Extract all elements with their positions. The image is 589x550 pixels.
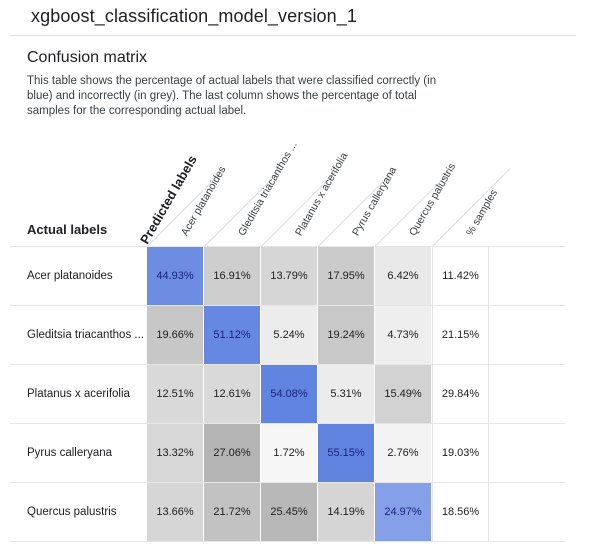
row-label: Acer platanoides [27, 270, 113, 282]
row-label: Platanus x acerifolia [27, 388, 130, 400]
matrix-cell-incorrect: 1.72% [261, 424, 318, 482]
table-row: Platanus x acerifolia 12.51% 12.61% 54.08% 5… [10, 365, 565, 424]
matrix-description: This table shows the percentage of actua… [27, 75, 437, 117]
table-row: Quercus palustris 13.66% 21.72% 25.45% 14.19… [10, 483, 565, 542]
predicted-labels-text: Predicted labels [137, 152, 200, 247]
samples-percent-cell: 19.03% [432, 424, 489, 482]
matrix-cell-incorrect: 17.95% [318, 247, 375, 305]
column-header-label: % samples [464, 187, 501, 238]
matrix-cell-incorrect: 12.51% [147, 365, 204, 423]
confusion-matrix-table: Acer platanoides 44.93% 16.91% 13.79% 17.95%… [10, 246, 565, 542]
matrix-cell-incorrect: 4.73% [375, 306, 432, 364]
matrix-cell-incorrect: 19.66% [147, 306, 204, 364]
column-header-label: Gleditsia triacanthos ... [236, 139, 300, 238]
matrix-cell-correct: 54.08% [261, 365, 318, 423]
matrix-cell-incorrect: 6.42% [375, 247, 432, 305]
matrix-cell-incorrect: 12.61% [204, 365, 261, 423]
row-label: Quercus palustris [27, 506, 117, 518]
matrix-cell-correct: 44.93% [147, 247, 204, 305]
matrix-cell-incorrect: 25.45% [261, 483, 318, 541]
matrix-cell-incorrect: 19.24% [318, 306, 375, 364]
matrix-cell-incorrect: 27.06% [204, 424, 261, 482]
matrix-cell-incorrect: 2.76% [375, 424, 432, 482]
table-row: Pyrus calleryana 13.32% 27.06% 1.72% 55.15% 2… [10, 424, 565, 483]
column-header-label: Pyrus calleryana [350, 164, 400, 238]
samples-percent-cell: 18.56% [432, 483, 489, 541]
matrix-cell-correct: 55.15% [318, 424, 375, 482]
matrix-cell-correct: 51.12% [204, 306, 261, 364]
matrix-cell-incorrect: 16.91% [204, 247, 261, 305]
row-label: Pyrus calleryana [27, 447, 113, 459]
matrix-cell-incorrect: 21.72% [204, 483, 261, 541]
model-title: xgboost_classification_model_version_1 [31, 6, 357, 26]
matrix-cell-incorrect: 13.66% [147, 483, 204, 541]
table-row: Acer platanoides 44.93% 16.91% 13.79% 17.95%… [10, 246, 565, 306]
matrix-cell-incorrect: 15.49% [375, 365, 432, 423]
matrix-cell-incorrect: 14.19% [318, 483, 375, 541]
column-header-label: Platanus x acerifolia [293, 150, 351, 238]
samples-percent-cell: 11.42% [432, 247, 489, 305]
matrix-cell-incorrect: 13.79% [261, 247, 318, 305]
samples-percent-cell: 29.84% [432, 365, 489, 423]
column-header-label: Quercus palustris [407, 161, 459, 238]
samples-percent-cell: 21.15% [432, 306, 489, 364]
matrix-cell-correct: 24.97% [375, 483, 432, 541]
matrix-cell-incorrect: 13.32% [147, 424, 204, 482]
table-row: Gleditsia triacanthos ... 19.66% 51.12% 5.2… [10, 306, 565, 365]
section-title: Confusion matrix [27, 49, 148, 66]
matrix-cell-incorrect: 5.24% [261, 306, 318, 364]
row-label: Gleditsia triacanthos ... [27, 329, 144, 341]
matrix-cell-incorrect: 5.31% [318, 365, 375, 423]
actual-labels-header: Actual labels [27, 222, 108, 237]
title-divider [10, 35, 576, 36]
